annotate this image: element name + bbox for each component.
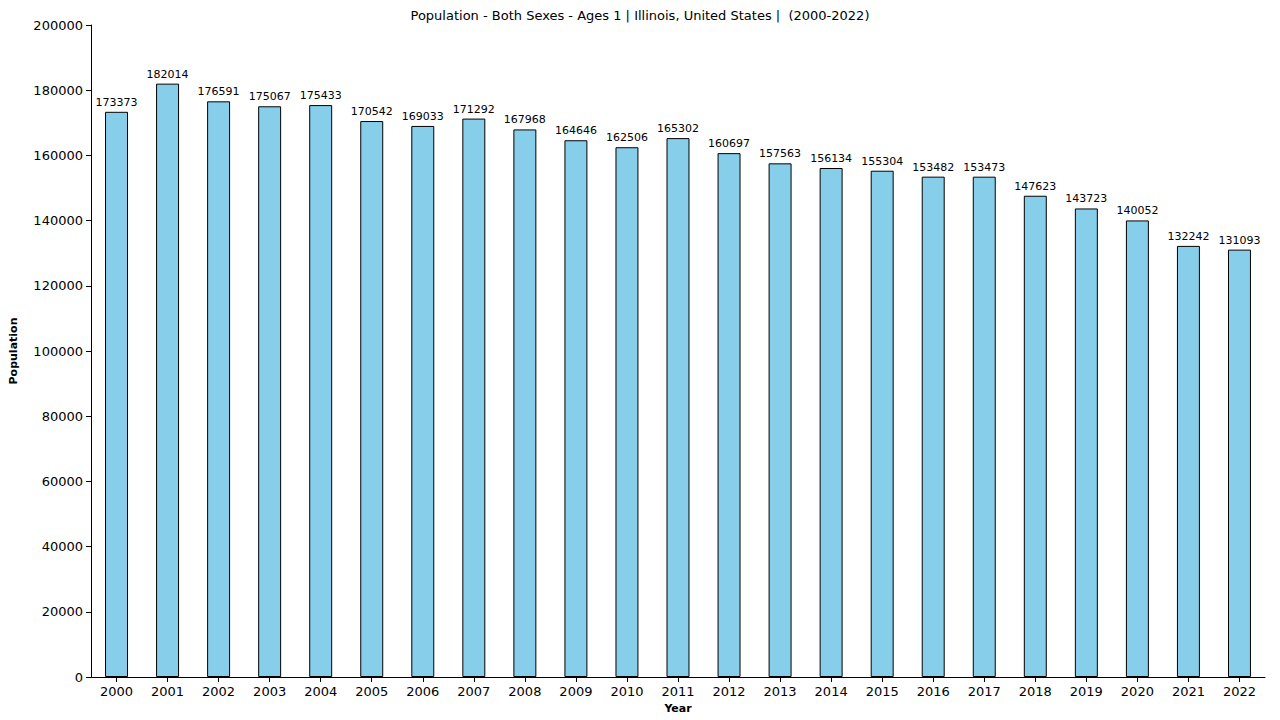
svg-text:20000: 20000 [42,604,83,619]
svg-text:182014: 182014 [147,68,189,81]
svg-text:2017: 2017 [968,684,1001,699]
svg-text:176591: 176591 [198,85,240,98]
svg-text:Population: Population [7,318,20,385]
svg-text:2014: 2014 [815,684,848,699]
svg-text:2019: 2019 [1070,684,1103,699]
svg-text:2020: 2020 [1121,684,1154,699]
svg-text:160000: 160000 [33,148,83,163]
svg-text:180000: 180000 [33,83,83,98]
svg-text:200000: 200000 [33,18,83,33]
svg-text:120000: 120000 [33,278,83,293]
svg-text:2012: 2012 [712,684,745,699]
svg-text:132242: 132242 [1167,230,1209,243]
svg-text:170542: 170542 [351,105,393,118]
svg-text:167968: 167968 [504,113,546,126]
svg-text:80000: 80000 [42,409,83,424]
svg-text:2000: 2000 [100,684,133,699]
svg-text:Year: Year [663,702,692,715]
svg-text:2008: 2008 [508,684,541,699]
svg-text:2010: 2010 [610,684,643,699]
svg-text:2004: 2004 [304,684,337,699]
svg-text:175433: 175433 [300,89,342,102]
svg-text:2013: 2013 [764,684,797,699]
svg-text:2006: 2006 [406,684,439,699]
svg-text:155304: 155304 [861,155,903,168]
svg-text:164646: 164646 [555,124,597,137]
svg-text:2016: 2016 [917,684,950,699]
svg-text:2022: 2022 [1223,684,1256,699]
svg-text:2002: 2002 [202,684,235,699]
svg-text:40000: 40000 [42,539,83,554]
svg-text:140000: 140000 [33,213,83,228]
svg-text:2003: 2003 [253,684,286,699]
svg-text:169033: 169033 [402,110,444,123]
svg-text:156134: 156134 [810,152,852,165]
svg-text:0: 0 [75,670,83,685]
svg-text:171292: 171292 [453,103,495,116]
svg-text:143723: 143723 [1065,192,1107,205]
svg-text:173373: 173373 [96,96,138,109]
svg-text:2001: 2001 [151,684,184,699]
svg-text:2009: 2009 [559,684,592,699]
svg-text:2021: 2021 [1172,684,1205,699]
svg-text:147623: 147623 [1014,180,1056,193]
svg-text:100000: 100000 [33,344,83,359]
svg-text:60000: 60000 [42,474,83,489]
svg-text:165302: 165302 [657,122,699,135]
svg-text:175067: 175067 [249,90,291,103]
svg-text:140052: 140052 [1116,204,1158,217]
svg-text:2015: 2015 [866,684,899,699]
svg-text:2005: 2005 [355,684,388,699]
svg-text:Population - Both Sexes - Ages: Population - Both Sexes - Ages 1 | Illin… [411,8,870,23]
svg-text:153482: 153482 [912,161,954,174]
svg-text:2011: 2011 [661,684,694,699]
svg-text:2007: 2007 [457,684,490,699]
svg-text:160697: 160697 [708,137,750,150]
svg-text:2018: 2018 [1019,684,1052,699]
svg-text:162506: 162506 [606,131,648,144]
svg-text:131093: 131093 [1218,234,1260,247]
svg-text:157563: 157563 [759,147,801,160]
svg-text:153473: 153473 [963,161,1005,174]
